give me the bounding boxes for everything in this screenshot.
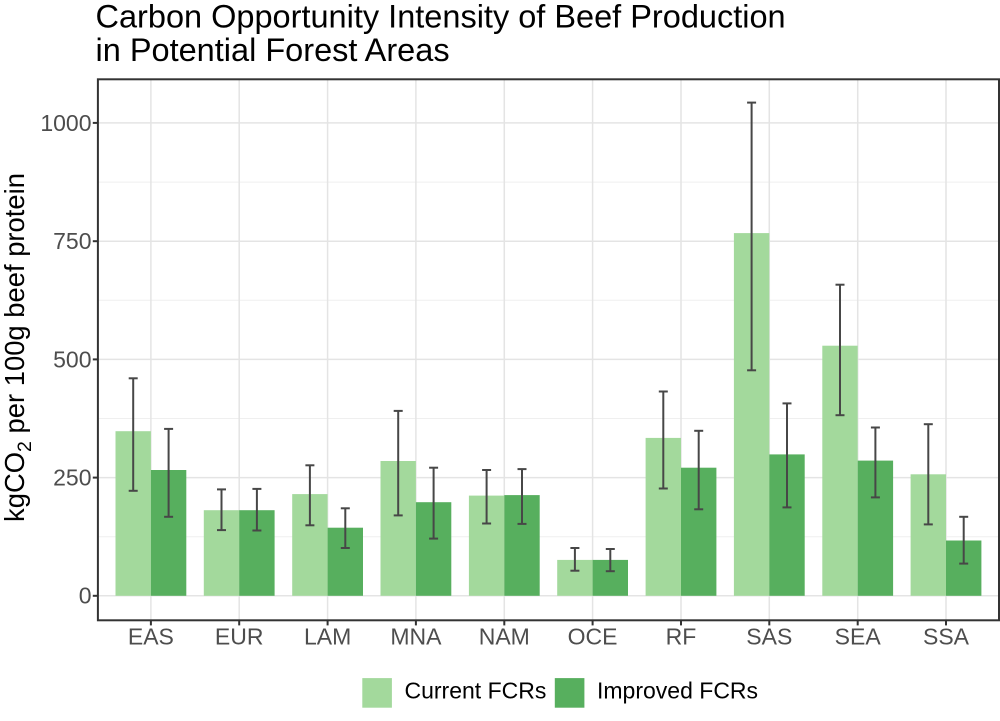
svg-text:0: 0: [79, 583, 92, 609]
svg-text:Improved FCRs: Improved FCRs: [597, 678, 758, 704]
svg-text:LAM: LAM: [304, 624, 351, 650]
svg-text:Current FCRs: Current FCRs: [405, 678, 547, 704]
svg-text:EAS: EAS: [128, 624, 174, 650]
svg-text:500: 500: [53, 346, 91, 372]
svg-text:SEA: SEA: [835, 624, 882, 650]
svg-text:SSA: SSA: [923, 624, 970, 650]
svg-text:Carbon Opportunity Intensity o: Carbon Opportunity Intensity of Beef Pro…: [96, 0, 786, 34]
svg-text:SAS: SAS: [746, 624, 792, 650]
svg-text:250: 250: [53, 465, 91, 491]
svg-text:NAM: NAM: [479, 624, 530, 650]
svg-text:OCE: OCE: [568, 624, 618, 650]
svg-text:1000: 1000: [40, 110, 91, 136]
svg-text:RF: RF: [666, 624, 697, 650]
svg-text:in Potential Forest Areas: in Potential Forest Areas: [96, 32, 450, 68]
svg-text:750: 750: [53, 228, 91, 254]
svg-text:MNA: MNA: [390, 624, 442, 650]
svg-text:EUR: EUR: [215, 624, 264, 650]
